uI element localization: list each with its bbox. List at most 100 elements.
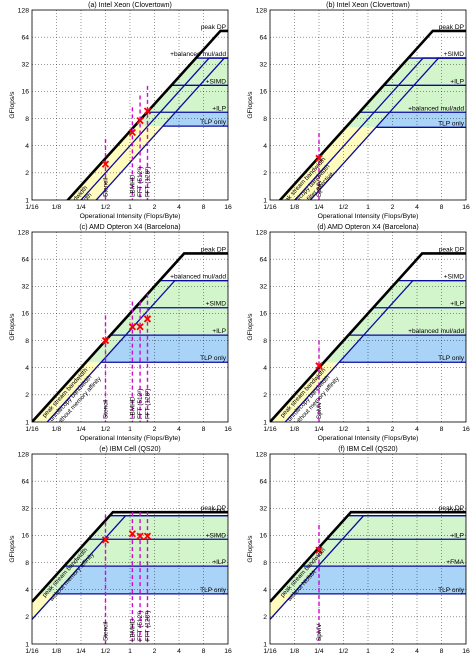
x-tick-label: 2 (153, 426, 157, 433)
y-tick-label: 8 (263, 338, 267, 345)
kernel-point (136, 323, 144, 331)
x-tick-label: 16 (462, 648, 470, 655)
x-tick-label: 4 (177, 204, 181, 211)
kernel-point (128, 128, 137, 137)
x-tick-label: 8 (440, 648, 444, 655)
chart-title: (a) Intel Xeon (Clovertown) (88, 2, 172, 9)
x-tick-label: 1/4 (76, 204, 86, 211)
kernel-label: SpMV (316, 179, 323, 197)
x-tick-label: 1 (128, 648, 132, 655)
y-tick-label: 2 (263, 170, 267, 177)
y-tick-label: 32 (259, 284, 267, 291)
band-top (159, 253, 228, 281)
ceiling-label: +balanced mul/add (408, 105, 464, 112)
x-tick-label: 4 (415, 204, 419, 211)
bandwidth-line (270, 515, 466, 620)
kernel-point (315, 546, 323, 554)
x-tick-label: 4 (415, 648, 419, 655)
ceiling-label: +ILP (450, 78, 464, 85)
y-tick-label: 8 (25, 560, 29, 567)
y-tick-label: 1 (263, 197, 267, 204)
kernel-point (136, 116, 144, 125)
ceiling-label: +balanced mul/add (408, 328, 464, 335)
x-tick-label: 1/16 (25, 204, 38, 211)
y-tick-label: 16 (21, 533, 29, 540)
y-tick-label: 1 (25, 197, 29, 204)
x-tick-label: 1/8 (290, 204, 300, 211)
y-tick-label: 64 (259, 34, 267, 41)
x-tick-label: 16 (462, 204, 470, 211)
y-tick-label: 8 (25, 116, 29, 123)
kernel-label: SpMV (316, 623, 323, 641)
y-axis-label: GFlops/s (247, 313, 254, 341)
bandwidth-line (32, 515, 228, 620)
x-tick-label: 8 (440, 204, 444, 211)
x-tick-label: 1/8 (52, 204, 62, 211)
y-tick-label: 32 (259, 62, 267, 69)
kernel-label: LBMHD (129, 396, 136, 419)
x-tick-label: 1/16 (263, 426, 276, 433)
x-axis-label: Operational Intensity (Flops/Byte) (80, 213, 181, 220)
ceiling-label: +ILP (450, 532, 464, 539)
y-tick-label: 32 (259, 506, 267, 513)
x-tick-label: 1/2 (339, 204, 349, 211)
kernel-label: LBMHD (129, 618, 136, 641)
ceiling-label: +FMA (446, 559, 464, 566)
x-tick-label: 2 (391, 648, 395, 655)
plot-frame (31, 231, 229, 423)
x-tick-label: 1/16 (25, 426, 38, 433)
y-tick-label: 16 (259, 533, 267, 540)
ceiling-label: +ILP (212, 105, 226, 112)
ceiling-label: +SIMD (444, 274, 465, 281)
y-tick-label: 128 (256, 229, 268, 236)
kernel-label: FFT (128³) (144, 389, 151, 419)
y-tick-label: 4 (263, 143, 267, 150)
roofline (66, 29, 228, 200)
ceiling-label: +SIMD (206, 532, 227, 539)
y-tick-label: 4 (25, 365, 29, 372)
x-tick-label: 1/4 (314, 648, 324, 655)
x-tick-label: 1/4 (314, 204, 324, 211)
x-tick-label: 2 (153, 648, 157, 655)
bandwidth-line (80, 57, 228, 200)
y-tick-label: 4 (263, 365, 267, 372)
y-tick-label: 32 (21, 62, 29, 69)
kernel-label: Stencil (103, 178, 110, 197)
x-tick-label: 1/4 (76, 648, 86, 655)
band-yellow (32, 362, 102, 422)
plot-frame (269, 231, 467, 423)
roofline (270, 252, 466, 422)
y-axis-label: GFlops/s (9, 535, 16, 563)
kernel-point (143, 532, 152, 540)
x-tick-label: 4 (177, 426, 181, 433)
chart-title: (d) AMD Opteron X4 (Barcelona) (317, 224, 419, 231)
band-yellow (270, 362, 340, 422)
ceiling-label: +FMA (208, 509, 226, 516)
y-tick-label: 8 (263, 560, 267, 567)
y-tick-label: 32 (21, 284, 29, 291)
kernel-label: Stencil (103, 400, 110, 419)
band-top (195, 30, 228, 59)
band-blue (339, 335, 466, 363)
y-tick-label: 16 (259, 89, 267, 96)
band-green (323, 280, 466, 363)
x-tick-label: 16 (224, 426, 232, 433)
ceiling-label: TLP only (200, 587, 227, 594)
y-tick-label: 128 (256, 451, 268, 458)
x-tick-label: 2 (153, 204, 157, 211)
y-tick-label: 128 (18, 451, 30, 458)
roofline (278, 29, 466, 200)
kernel-point (143, 315, 152, 323)
kernel-label: FFT (512³) (137, 167, 144, 197)
ceiling-label: +ILP (212, 559, 226, 566)
y-tick-label: 64 (259, 256, 267, 263)
chart-title: (f) IBM Cell (QS20) (338, 446, 398, 453)
x-tick-label: 8 (202, 204, 206, 211)
plot-frame (269, 453, 467, 645)
x-tick-label: 1 (366, 204, 370, 211)
